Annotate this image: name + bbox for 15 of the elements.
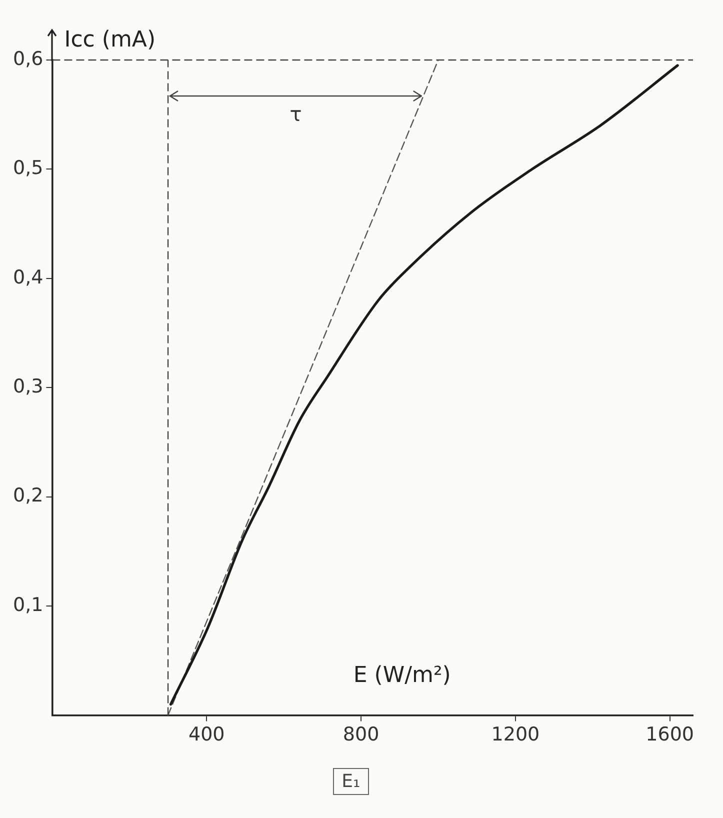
y-tick-label: 0,3	[13, 376, 44, 398]
annotation: τ	[290, 102, 302, 126]
y-tick-label: 0,5	[13, 157, 44, 180]
y-tick-label: 0,1	[13, 594, 44, 616]
y-tick-label: 0,4	[13, 266, 44, 288]
line-series	[169, 64, 679, 706]
x-tick-label: 1600	[646, 724, 694, 746]
x-tick-label: 800	[342, 724, 380, 746]
y-tick-label: 0,2	[13, 484, 44, 507]
x-tick-label: 1200	[491, 724, 540, 746]
y-axis-title: Icc (mA)	[64, 28, 156, 53]
x-axis-title: E (W/m²)	[353, 662, 451, 688]
y-tick-label: 0,6	[13, 48, 44, 70]
x-tick-label: 400	[188, 724, 225, 746]
text: E₁	[332, 768, 370, 795]
